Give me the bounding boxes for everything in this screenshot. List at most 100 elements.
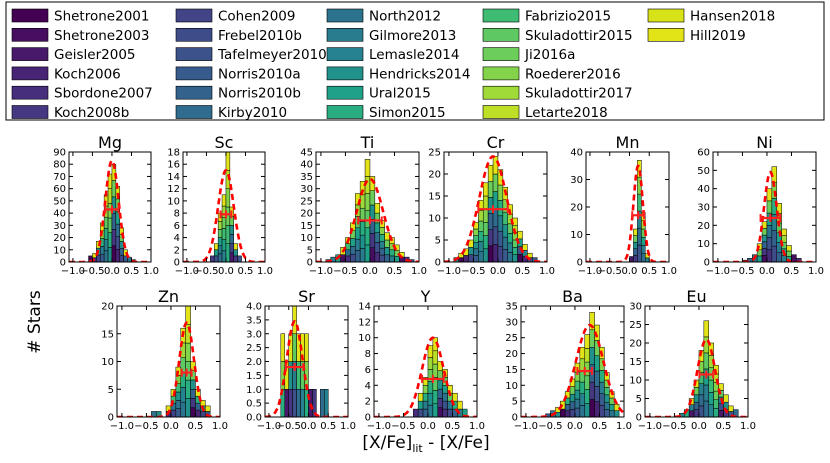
histogram-bar [594,386,600,402]
histogram-bar [507,252,513,262]
panel-ba: −1.0 −0.5 0.0 0.5 1.0 0 5 10 15 20 25 30 35 Ba [505,287,632,432]
y-tick-label: 0 [512,413,518,424]
legend-label: Hansen2018 [690,9,775,25]
histogram-bar [487,164,494,182]
y-tick-label: 40 [53,209,66,220]
histogram-bar [394,256,400,262]
legend-swatch [647,8,685,23]
histogram-bar [766,237,773,251]
y-tick-label: 1.0 [246,385,262,396]
x-tick-label: −1.0 [257,421,281,432]
legend-label: Sbordone2007 [54,86,153,102]
histogram-bar [340,254,346,262]
y-tick-label: 8 [365,349,371,360]
histogram-bar [374,251,381,262]
x-tick-label: 0.0 [104,266,120,277]
histogram-bar [233,243,238,251]
histogram-bar [478,241,484,252]
x-tick-label: 1.0 [616,421,632,432]
histogram-bar [437,379,443,390]
legend-swatch [482,85,520,100]
histogram-bar [512,254,518,262]
panel-ni: −1.0 −0.5 0.0 0.5 1.0 0 10 20 30 40 50 60 Ni [697,133,824,277]
histogram-bar [487,229,494,247]
histogram-bar [221,217,227,229]
histogram-bar [776,203,782,214]
histogram-bar [579,346,586,360]
histogram-bar [584,348,590,363]
histogram-bar [756,255,763,262]
panel-title: Ti [360,133,375,152]
x-tick-label: 1.0 [661,266,677,277]
x-axis-label: [X/Fe]lit - [X/Fe] [362,433,489,455]
x-tick-label: −1.0 [309,266,333,277]
legend-swatch [482,66,520,81]
y-tick-label: 10 [167,196,180,207]
y-tick-label: 20 [101,302,114,313]
histogram-bar [796,258,802,262]
y-tick-label: 30 [505,317,518,328]
y-tick-label: 30 [300,184,313,195]
histogram-bar [512,247,518,255]
x-tick-label: 0.5 [124,266,140,277]
panel-cr: −1.0 −0.5 0.0 0.5 1.0 0 5 10 15 20 25 Cr [428,133,555,277]
histogram-bar [492,173,499,192]
legend-label: Koch2008b [54,105,129,121]
y-tick-label: 35 [505,302,518,313]
histogram-bar [180,401,186,417]
legend-label: Shetrone2001 [54,9,149,25]
histogram-bar [589,399,595,417]
x-tick-label: −1.0 [61,266,85,277]
histogram-bar [221,239,227,252]
legend-label: Kirby2010 [218,105,287,121]
y-tick-label: 30 [629,302,642,313]
x-tick-label: 1.0 [411,266,427,277]
histogram-bar [507,223,513,234]
histogram-bar [345,255,351,262]
panel-title: Sc [215,133,234,152]
legend-swatch [482,47,520,61]
histogram-bar [437,388,443,399]
histogram-bar [473,241,479,250]
histogram-bar [195,402,201,411]
histogram-bar [422,392,429,402]
mean-errorbar [421,374,445,383]
histogram-bar [708,404,714,417]
histogram-bar [452,392,458,402]
x-tick-label: −1.0 [367,421,391,432]
histogram-bar [190,388,196,399]
histogram-bar [422,400,429,410]
x-axis-label-main: [X/Fe] [362,433,412,453]
legend-label: Tafelmeyer2010 [217,47,327,63]
histogram-bar [221,250,227,262]
panel-sr: −1.0−0.5 0.0 0.5 1.00.00.51.01.52.02.53.03.… [246,287,356,432]
y-tick-label: 10 [300,233,313,244]
legend-swatch [326,85,364,100]
histogram-bar [688,404,695,412]
histogram-bar [633,228,638,236]
y-tick-label: 14 [358,302,371,313]
histogram-bar [379,234,385,242]
x-tick-label: 0.5 [188,421,204,432]
histogram-bar [487,245,494,262]
histogram-bar [637,227,642,246]
y-tick-label: 3.5 [246,315,262,326]
histogram-bar [771,214,778,231]
histogram-bar [300,389,305,417]
histogram-bar [213,243,219,251]
histogram-bar [190,407,196,417]
x-tick-label: 0.0 [567,421,583,432]
gaussian-fit-curve [586,164,669,262]
histogram-bar [771,245,778,262]
histogram-bar [185,306,191,325]
histogram-bar [345,243,351,251]
x-tick-label: 0.5 [238,266,254,277]
legend-label: Fabrizio2015 [525,9,611,25]
panel-title: Ba [562,287,583,306]
histogram-bar [233,255,238,262]
legend-label: Gilmore2013 [369,28,456,44]
histogram-bar [584,389,590,404]
x-tick-label: 1.0 [740,421,756,432]
histogram-bar [604,387,610,396]
